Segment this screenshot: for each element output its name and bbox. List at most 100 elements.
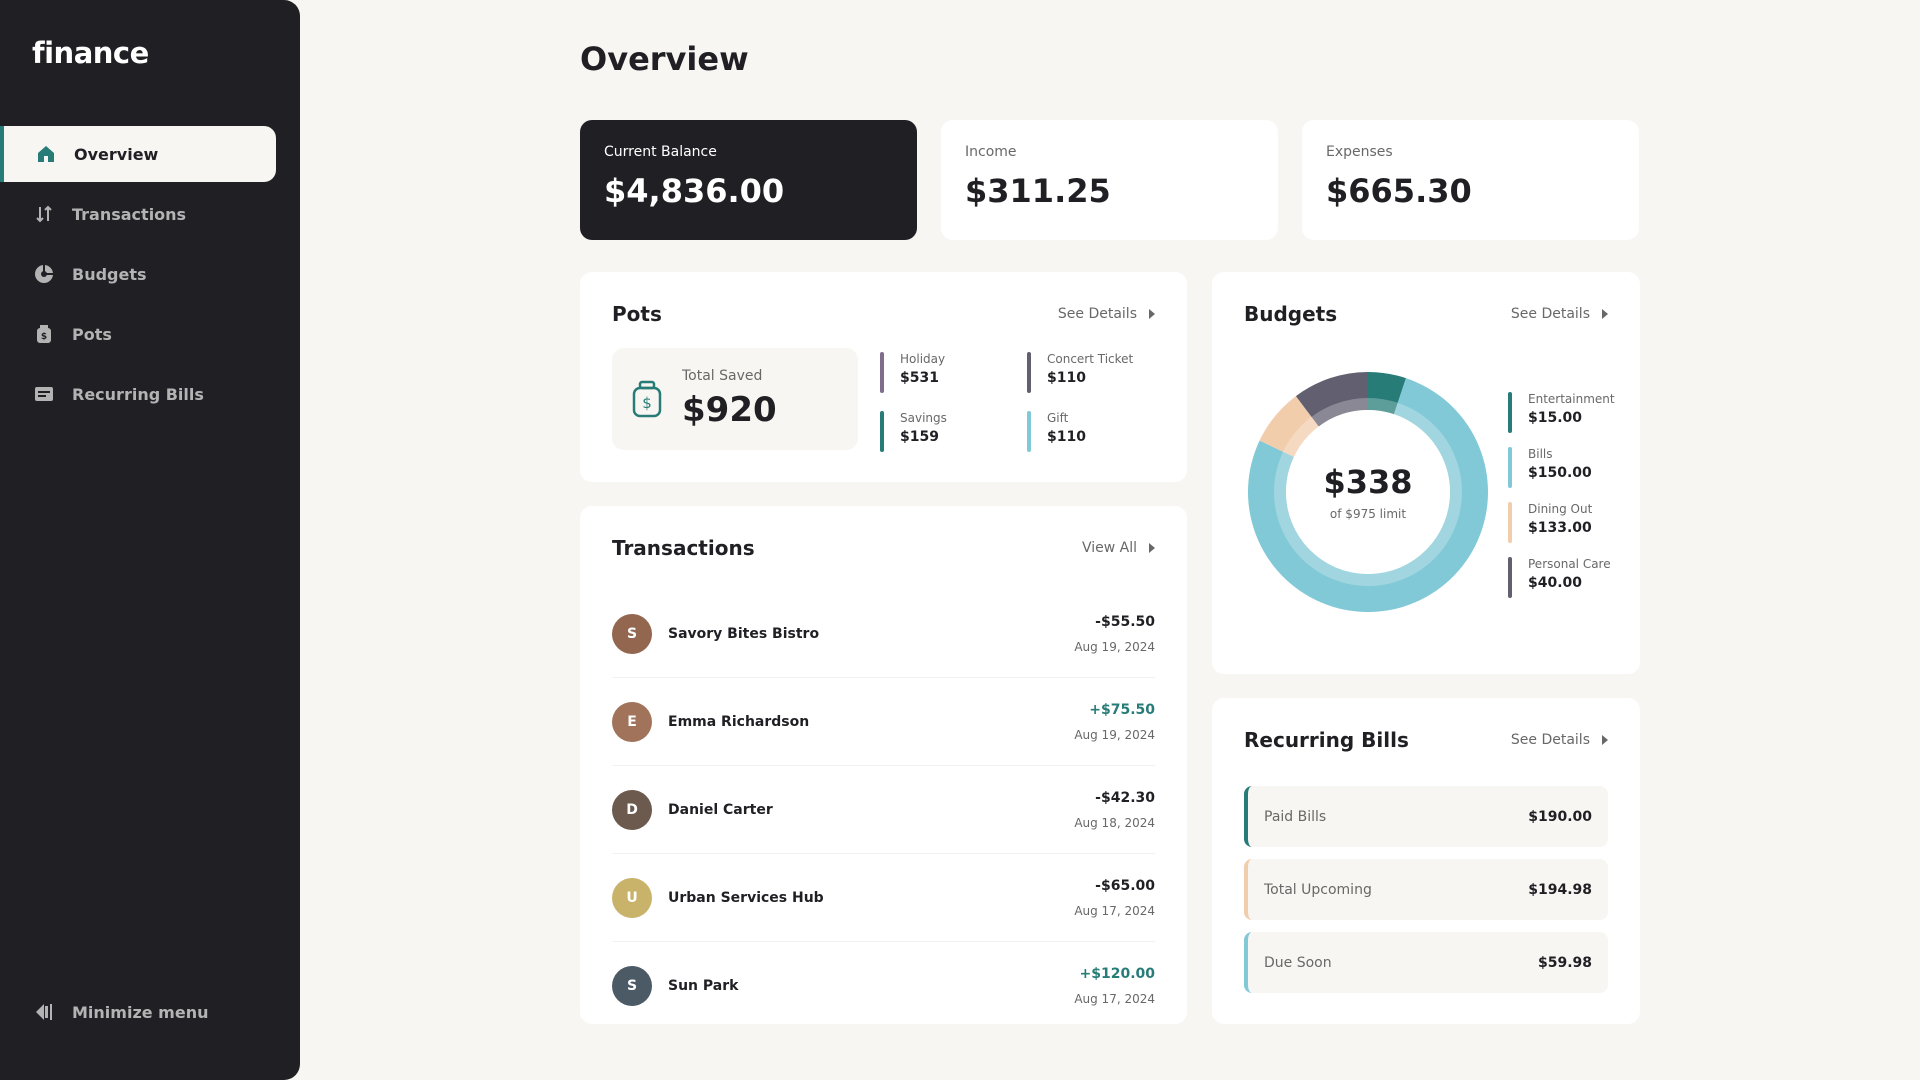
pots-title: Pots	[612, 302, 662, 326]
transaction-name: Urban Services Hub	[668, 889, 824, 906]
budget-item: Bills $150.00	[1508, 447, 1615, 488]
recurring-bills-list: Paid Bills $190.00 Total Upcoming $194.9…	[1244, 786, 1608, 1005]
transaction-row[interactable]: S Sun Park +$120.00 Aug 17, 2024	[612, 942, 1155, 1030]
summary-cards: Current Balance $4,836.00 Income $311.25…	[580, 120, 1639, 240]
sidebar-item-pots[interactable]: $ Pots	[0, 306, 276, 362]
recurring-bills-card: Recurring Bills See Details Paid Bills $…	[1212, 698, 1640, 1024]
current-balance-label: Current Balance	[604, 144, 717, 160]
jar-icon: $	[32, 322, 56, 346]
sidebar-item-label: Recurring Bills	[72, 384, 204, 404]
donut-hole	[1286, 410, 1450, 574]
sidebar: finance Overview Transactions Budgets $ …	[0, 0, 300, 1080]
pot-amount: $531	[900, 370, 939, 386]
view-all-label: View All	[1081, 540, 1137, 556]
transaction-amount: -$55.50	[1095, 613, 1155, 630]
transaction-name: Savory Bites Bistro	[668, 625, 820, 642]
bill-summary-label: Paid Bills	[1264, 808, 1327, 825]
home-icon	[34, 142, 58, 166]
transaction-date: Aug 18, 2024	[1074, 815, 1155, 830]
budget-spent-value: $338	[1323, 463, 1413, 501]
expenses-value: $665.30	[1326, 172, 1472, 210]
transactions-view-all-link[interactable]: View All	[1082, 540, 1155, 556]
arrows-up-down-icon	[32, 202, 56, 226]
pot-name: Savings	[900, 411, 947, 425]
avatar: S	[612, 966, 652, 1006]
sidebar-item-label: Transactions	[72, 204, 187, 224]
current-balance-card: Current Balance $4,836.00	[580, 120, 917, 240]
transaction-date: Aug 19, 2024	[1074, 639, 1155, 654]
sidebar-item-recurring-bills[interactable]: Recurring Bills	[0, 366, 276, 422]
pot-item: Holiday $531	[880, 352, 1027, 393]
budgets-see-details-link[interactable]: See Details	[1511, 306, 1608, 322]
jar-icon: $	[632, 380, 662, 418]
pots-card: Pots See Details $ Total Saved $920 Holi…	[580, 272, 1187, 482]
pot-name: Gift	[1047, 411, 1069, 425]
bill-summary-amount: $190.00	[1528, 808, 1592, 825]
pots-list: Holiday $531 Concert Ticket $110 Savings…	[880, 352, 1160, 452]
budget-amount: $150.00	[1528, 465, 1592, 481]
budgets-see-details-label: See Details	[1510, 306, 1590, 322]
total-saved-label: Total Saved	[682, 368, 763, 384]
pot-item: Concert Ticket $110	[1027, 352, 1160, 393]
transaction-name: Sun Park	[668, 978, 739, 994]
donut-inner-ring	[1274, 398, 1462, 586]
sidebar-item-label: Pots	[72, 324, 112, 344]
recurring-see-details-label: See Details	[1510, 732, 1590, 748]
minimize-menu-button[interactable]: Minimize menu	[32, 1000, 208, 1024]
expenses-card: Expenses $665.30	[1302, 120, 1639, 240]
sidebar-nav: Overview Transactions Budgets $ Pots Rec…	[0, 126, 276, 426]
svg-text:$: $	[41, 332, 47, 342]
pot-amount: $110	[1047, 429, 1086, 445]
budget-name: Personal Care	[1528, 557, 1611, 571]
current-balance-value: $4,836.00	[604, 172, 785, 210]
transaction-row[interactable]: U Urban Services Hub -$65.00 Aug 17, 202…	[612, 854, 1155, 942]
budgets-card: Budgets See Details $338 of $975 limit E…	[1212, 272, 1640, 674]
sidebar-item-transactions[interactable]: Transactions	[0, 186, 276, 242]
budget-legend: Entertainment $15.00 Bills $150.00 Dinin…	[1508, 392, 1615, 612]
recurring-bill-summary-row: Total Upcoming $194.98	[1244, 859, 1608, 920]
pot-amount: $110	[1047, 370, 1086, 386]
caret-right-icon	[1602, 309, 1608, 319]
pots-see-details-link[interactable]: See Details	[1058, 306, 1155, 322]
donut-slice-entertainment	[1368, 372, 1407, 415]
recurring-bill-summary-row: Due Soon $59.98	[1244, 932, 1608, 993]
sidebar-item-label: Overview	[74, 144, 159, 164]
budget-donut-chart	[1248, 372, 1488, 612]
receipt-icon	[32, 382, 56, 406]
budget-amount: $15.00	[1528, 410, 1583, 426]
pot-color-bar	[1027, 352, 1031, 393]
transaction-amount: +$75.50	[1089, 701, 1155, 718]
page-title: Overview	[580, 40, 749, 78]
pot-name: Concert Ticket	[1047, 352, 1134, 366]
caret-right-icon	[1602, 735, 1608, 745]
budget-name: Dining Out	[1528, 502, 1593, 516]
transaction-row[interactable]: D Daniel Carter -$42.30 Aug 18, 2024	[612, 766, 1155, 854]
recurring-bill-summary-row: Paid Bills $190.00	[1244, 786, 1608, 847]
donut-center: $338 of $975 limit	[1248, 372, 1488, 612]
transaction-amount: +$120.00	[1079, 966, 1156, 982]
donut-slice-personal-care	[1295, 372, 1368, 427]
recurring-see-details-link[interactable]: See Details	[1511, 732, 1608, 748]
budget-color-bar	[1508, 502, 1512, 543]
sidebar-item-label: Budgets	[72, 264, 147, 284]
budget-amount: $40.00	[1528, 575, 1583, 591]
sidebar-item-overview[interactable]: Overview	[0, 126, 276, 182]
transaction-row[interactable]: E Emma Richardson +$75.50 Aug 19, 2024	[612, 678, 1155, 766]
bill-summary-amount: $59.98	[1537, 954, 1592, 971]
sidebar-item-budgets[interactable]: Budgets	[0, 246, 276, 302]
transaction-row[interactable]: S Savory Bites Bistro -$55.50 Aug 19, 20…	[612, 590, 1155, 678]
transaction-date: Aug 19, 2024	[1074, 727, 1155, 742]
app-logo: finance	[32, 36, 149, 70]
budget-item: Personal Care $40.00	[1508, 557, 1615, 598]
pot-name: Holiday	[900, 352, 946, 366]
transactions-list: S Savory Bites Bistro -$55.50 Aug 19, 20…	[612, 590, 1155, 1030]
caret-right-icon	[1149, 309, 1155, 319]
donut-slice-bills	[1248, 378, 1488, 612]
donut-slice-dining-out	[1259, 396, 1319, 457]
pot-color-bar	[880, 352, 884, 393]
transaction-date: Aug 17, 2024	[1074, 992, 1155, 1006]
budget-name: Bills	[1528, 447, 1553, 461]
pot-color-bar	[880, 411, 884, 452]
budget-amount: $133.00	[1528, 520, 1592, 536]
expenses-label: Expenses	[1326, 144, 1393, 160]
